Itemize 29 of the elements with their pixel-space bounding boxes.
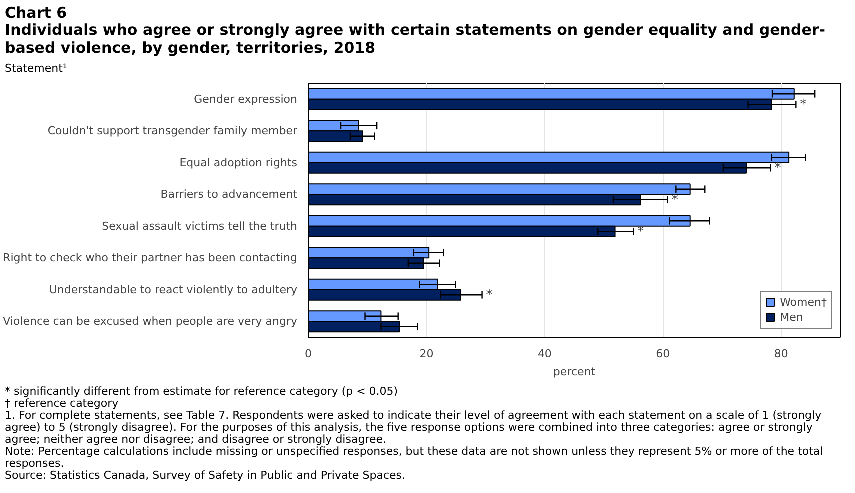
annotation: *: [672, 192, 679, 208]
x-tick-label: 0: [305, 347, 312, 360]
legend-label: Men: [780, 310, 804, 324]
source-note: Source: Statistics Canada, Survey of Safety in Public and Private Spaces.: [5, 469, 407, 482]
y-tick-label: Violence can be excused when people are very angry: [3, 314, 298, 328]
y-axis-title: Statement¹: [5, 62, 68, 76]
text: Chart 6: [5, 4, 68, 22]
text: * significantly different from estimate for reference category (p < 0.05): [5, 384, 400, 398]
annotation: *: [486, 288, 494, 303]
y-tick-label: Couldn't support transgender family member: [48, 124, 298, 138]
x-tick-label: 20: [420, 347, 434, 360]
x-tick-label: 40: [538, 347, 552, 360]
annotation: *: [774, 160, 782, 176]
y-tick-label: Barriers to advancement: [160, 188, 298, 201]
x-tick-label: 80: [774, 347, 788, 360]
annotation: *: [800, 97, 808, 112]
y-tick-label: Equal adoption rights: [180, 156, 298, 169]
x-tick-label: 60: [656, 347, 670, 360]
y-tick-label: Right to check who their partner has been contacting: [3, 251, 298, 264]
y-tick-label: Understandable to react violently to adultery: [49, 282, 298, 296]
text: † reference category: [5, 396, 120, 410]
text: Note: Percentage calculations include missing or unspecified responses, but these data are not shown unless they represent 5% or more of the total responses.: [5, 445, 824, 470]
y-tick-label: Sexual assault victims tell the truth: [102, 219, 298, 232]
chart-subtitle: Individuals who agree or strongly agree with certain statements on gender equality and gender-based violence, by gender, territories, 2018: [5, 21, 826, 57]
text: 1. For complete statements, see Table 7. Respondents were asked to indicate their level of agreement with each statement on a scale of 1 (strongly agree) to 5 (strongly disagree). For the purposes of this analysis, the five response options were combined into three categories: agree or strongly agree; neither agree nor disagree; and disagree or strongly disagree.: [5, 408, 823, 446]
x-axis-title: percent: [553, 365, 596, 378]
legend-label: Women†: [780, 296, 827, 309]
annotation: *: [638, 224, 645, 240]
y-tick-label: Gender expression: [194, 92, 298, 106]
